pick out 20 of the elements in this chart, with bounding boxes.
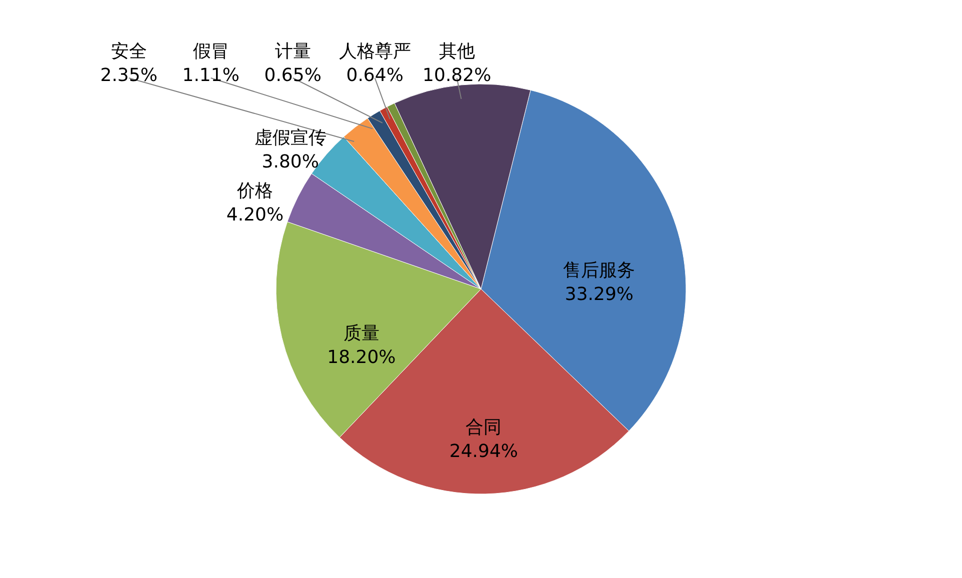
- data-label: 4.20%: [226, 204, 284, 226]
- data-label: 24.94%: [449, 440, 518, 462]
- data-label: 2.35%: [100, 65, 158, 86]
- data-label: 1.11%: [182, 65, 240, 86]
- data-label: 10.82%: [422, 65, 492, 86]
- slice-label: 假冒: [192, 41, 229, 62]
- slice-label: 价格: [236, 180, 273, 202]
- slice-label: 其他: [438, 41, 475, 62]
- slice-label: 计量: [274, 41, 311, 62]
- data-label: 33.29%: [564, 284, 634, 305]
- slice-label: 售后服务: [563, 260, 636, 281]
- data-label: 0.65%: [264, 65, 322, 86]
- data-label: 18.20%: [327, 346, 396, 368]
- slice-label: 质量: [343, 322, 380, 344]
- slice-label: 人格尊严: [338, 41, 411, 62]
- data-label: 3.80%: [262, 152, 319, 173]
- slice-label: 合同: [466, 416, 502, 438]
- data-label: 0.64%: [346, 65, 404, 86]
- slice-label: 虚假宣传: [254, 128, 326, 149]
- slice-label: 安全: [110, 41, 147, 62]
